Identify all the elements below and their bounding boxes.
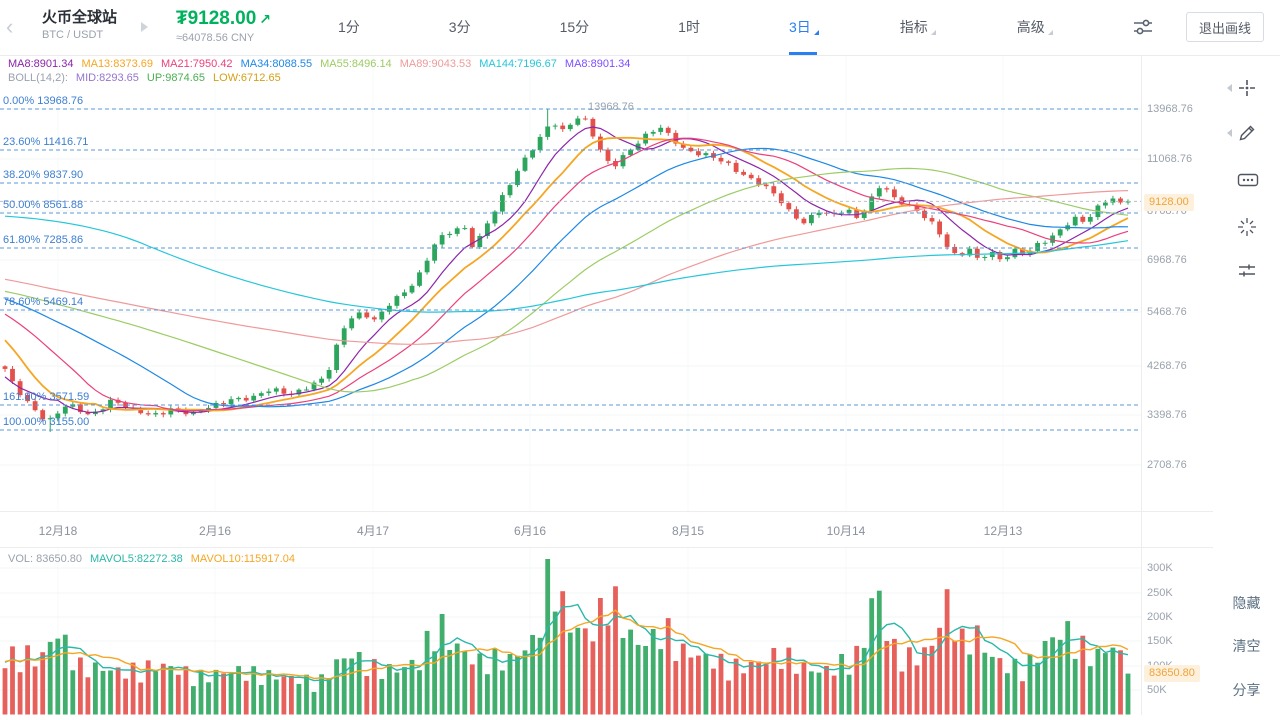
tab-indicator[interactable]: 指标: [900, 0, 936, 55]
vol-value-2: MAVOL10:115917.04: [190, 553, 295, 565]
time-label: 8月15: [671, 524, 705, 538]
tab-15m[interactable]: 15分: [559, 19, 590, 35]
axis-label: 200K: [1147, 611, 1173, 623]
timeframe-tabs: 1分 3分 15分 1时 3日 指标 高级: [338, 0, 1053, 55]
fib-level-label: 161.80% 3571.59: [3, 391, 90, 403]
boll-value-3: LOW:6712.65: [213, 72, 281, 84]
boll-value-1: MID:8293.65: [75, 72, 139, 84]
dropdown-corner-icon: [930, 30, 936, 35]
measure-tool-icon[interactable]: [1237, 170, 1259, 195]
time-label: 4月17: [356, 524, 390, 538]
crosshair-tool-icon[interactable]: [1237, 78, 1257, 103]
collapse-tool-group-icon[interactable]: [1227, 84, 1232, 92]
axis-label: 50K: [1147, 684, 1167, 696]
action-share[interactable]: 分享: [1232, 682, 1261, 698]
pair-label[interactable]: BTC / USDT: [42, 29, 104, 41]
ma-legend: MA8:8901.34 MA13:8373.69 MA21:7950.42 MA34:…: [8, 58, 638, 70]
collapse-tool-group-icon[interactable]: [1227, 129, 1232, 137]
action-clear[interactable]: 清空: [1232, 638, 1261, 654]
ma-value-5: MA89:9043.53: [399, 58, 472, 70]
exchange-block: 火币全球站 BTC / USDT: [42, 8, 117, 43]
ma-value-4: MA55:8496.14: [320, 58, 392, 70]
pair-switch-icon[interactable]: [141, 22, 148, 32]
draw-line-tool-icon[interactable]: [1237, 123, 1257, 148]
pane-divider: [0, 511, 1213, 512]
axis-label: 250K: [1147, 587, 1173, 599]
axis-label: 6968.76: [1147, 254, 1187, 266]
volume-legend: VOL: 83650.80 MAVOL5:82272.38 MAVOL10:1159…: [8, 553, 303, 565]
boll-value-2: UP:9874.65: [146, 72, 206, 84]
volume-chart[interactable]: [0, 548, 1141, 715]
ma-value-1: MA13:8373.69: [81, 58, 153, 70]
indicator-settings-icon[interactable]: [1132, 16, 1154, 43]
fib-level-label: 50.00% 8561.88: [3, 199, 84, 211]
fib-level-label: 100.00% 3155.00: [3, 416, 90, 428]
axis-label: 300K: [1147, 562, 1173, 574]
axis-label: 13968.76: [1147, 103, 1193, 115]
axis-divider: [1141, 55, 1142, 715]
price-cny: ≈64078.56 CNY: [176, 32, 255, 44]
fib-level-label: 23.60% 11416.71: [3, 136, 89, 148]
exchange-title: 火币全球站: [42, 9, 118, 26]
axis-label: 3398.76: [1147, 409, 1187, 421]
time-label: 12月18: [38, 524, 78, 538]
exit-drawing-button[interactable]: 退出画线: [1185, 12, 1264, 42]
ma-value-3: MA34:8088.55: [240, 58, 313, 70]
tab-3d[interactable]: 3日: [788, 0, 819, 55]
price-chart-pane[interactable]: MA8:8901.34 MA13:8373.69 MA21:7950.42 MA34:…: [0, 55, 1141, 512]
fib-level-label: 38.20% 9837.90: [3, 169, 84, 181]
boll-value-0: BOLL(14,2):: [8, 72, 68, 84]
time-label: 6月16: [513, 524, 547, 538]
axis-label: 5468.76: [1147, 306, 1187, 318]
vol-value-1: MAVOL5:82272.38: [90, 553, 183, 565]
vol-value-0: VOL: 83650.80: [8, 553, 83, 565]
dropdown-corner-icon: [813, 30, 819, 35]
current-volume-tag: 83650.80: [1144, 665, 1200, 682]
last-price-block: ₮9128.00 ↗ ≈64078.56 CNY: [176, 7, 271, 46]
fib-level-label: 61.80% 7285.86: [3, 234, 84, 246]
last-price: ₮9128.00: [176, 8, 257, 29]
boll-legend: BOLL(14,2): MID:8293.65 UP:9874.65 LOW:6712…: [8, 72, 289, 84]
ma-value-6: MA144:7196.67: [479, 58, 557, 70]
axis-label: 4268.76: [1147, 360, 1187, 372]
time-axis: 12月18 2月16 4月17 6月16 8月15 10月14 12月13: [0, 512, 1141, 547]
candlestick-chart[interactable]: [0, 55, 1141, 512]
time-label: 2月16: [198, 524, 232, 538]
indicator-adjust-tool-icon[interactable]: [1237, 261, 1257, 286]
fib-level-label: 0.00% 13968.76: [3, 95, 84, 107]
ma-value-2: MA21:7950.42: [161, 58, 233, 70]
action-hide[interactable]: 隐藏: [1232, 595, 1261, 611]
time-label: 12月13: [983, 524, 1023, 538]
current-price-tag: 9128.00: [1144, 194, 1194, 211]
axis-label: 11068.76: [1147, 153, 1193, 165]
tool-rail: 隐藏 清空 分享: [1213, 55, 1280, 720]
pane-divider: [0, 547, 1213, 548]
fib-anchor-price-label: 13968.76: [588, 101, 634, 113]
tab-advanced[interactable]: 高级: [1017, 0, 1053, 55]
price-axis: 9128.00 83650.80 13968.76 11068.76 8768.76…: [1141, 55, 1213, 715]
axis-label: 2708.76: [1147, 459, 1187, 471]
dropdown-corner-icon: [1047, 30, 1053, 35]
time-label: 10月14: [826, 524, 866, 538]
fib-level-label: 78.60% 5469.14: [3, 296, 84, 308]
topbar: ‹ 火币全球站 BTC / USDT ₮9128.00 ↗ ≈64078.56 C…: [0, 0, 1280, 56]
axis-label: 150K: [1147, 635, 1173, 647]
tab-1h[interactable]: 1时: [678, 19, 700, 35]
ma-value-0: MA8:8901.34: [8, 58, 74, 70]
flash-tool-icon[interactable]: [1237, 217, 1257, 242]
tab-1m[interactable]: 1分: [338, 19, 360, 35]
ma-value-7: MA8:8901.34: [564, 58, 631, 70]
volume-pane[interactable]: VOL: 83650.80 MAVOL5:82272.38 MAVOL10:1159…: [0, 548, 1141, 715]
tab-3m[interactable]: 3分: [448, 19, 471, 35]
collapse-left-icon[interactable]: ‹: [6, 14, 14, 39]
price-up-icon: ↗: [259, 11, 272, 27]
